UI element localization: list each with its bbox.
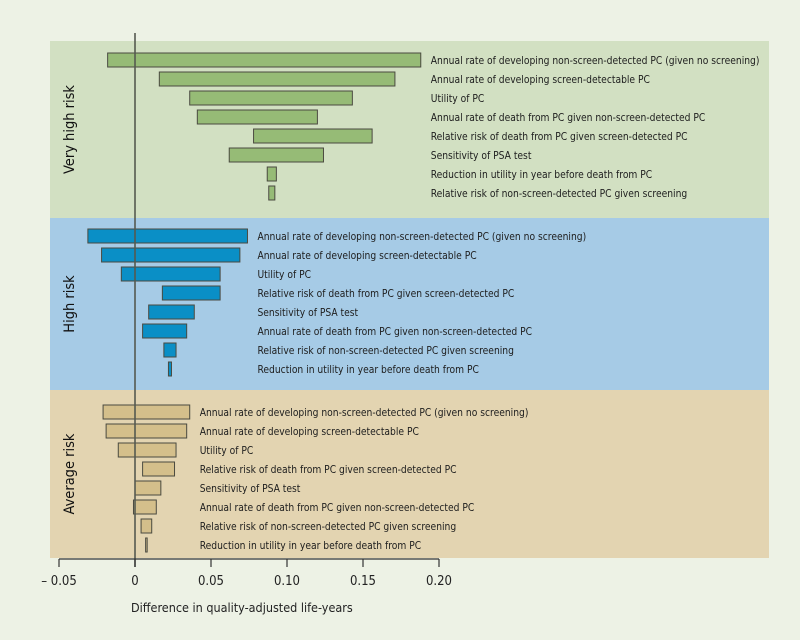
x-axis-title: Difference in quality-adjusted life-year…	[131, 600, 353, 615]
bar	[142, 323, 188, 339]
bar-labels: Annual rate of developing non-screen-det…	[200, 56, 760, 552]
bar-label: Relative risk of death from PC given scr…	[431, 132, 688, 143]
x-axis: – 0.05 0 0.05 0.10 0.15 0.20	[41, 558, 452, 589]
bar	[253, 128, 373, 144]
x-tick-label: – 0.05	[41, 574, 77, 589]
bar	[189, 90, 353, 106]
x-tick-label: 0.20	[426, 574, 452, 589]
bar	[87, 228, 248, 244]
bar	[163, 342, 177, 358]
bar	[161, 285, 221, 301]
bar	[132, 499, 157, 515]
bar-label: Utility of PC	[431, 94, 485, 105]
panel-title: High risk	[62, 275, 78, 333]
bar-label: Annual rate of developing screen-detecta…	[200, 427, 419, 438]
bar	[158, 71, 396, 87]
bar	[101, 247, 241, 263]
bar-label: Reduction in utility in year before deat…	[257, 365, 478, 376]
bar-label: Reduction in utility in year before deat…	[200, 541, 421, 552]
bar	[107, 52, 422, 68]
bar	[148, 304, 195, 320]
bar	[134, 480, 162, 496]
bar-label: Sensitivity of PSA test	[200, 484, 301, 495]
bar-label: Annual rate of death from PC given non-s…	[257, 327, 532, 338]
x-tick-label: 0.10	[274, 574, 300, 589]
panel-background	[50, 41, 769, 218]
bar	[105, 423, 188, 439]
bar	[120, 266, 221, 282]
bar-label: Relative risk of death from PC given scr…	[257, 289, 514, 300]
bar-label: Annual rate of developing screen-detecta…	[431, 75, 650, 86]
bar-label: Annual rate of death from PC given non-s…	[431, 113, 706, 124]
bar	[228, 147, 324, 163]
bar	[167, 361, 172, 377]
bar	[266, 166, 277, 182]
bar	[102, 404, 191, 420]
bar-label: Annual rate of developing non-screen-det…	[431, 56, 760, 67]
x-tick-label: 0.15	[350, 574, 376, 589]
panel-title: Very high risk	[62, 85, 78, 174]
x-tick-label: 0	[131, 574, 138, 589]
x-tick-label: 0.05	[198, 574, 224, 589]
bar-label: Utility of PC	[200, 446, 254, 457]
bar-label: Annual rate of developing screen-detecta…	[257, 251, 476, 262]
bar-label: Relative risk of non-screen-detected PC …	[431, 189, 687, 200]
bar-label: Annual rate of developing non-screen-det…	[200, 408, 529, 419]
bar-label: Relative risk of death from PC given scr…	[200, 465, 457, 476]
bar	[145, 537, 148, 553]
panel-title: Average risk	[62, 433, 78, 514]
bar-label: Annual rate of developing non-screen-det…	[257, 232, 586, 243]
bar-label: Relative risk of non-screen-detected PC …	[200, 522, 456, 533]
bar-label: Annual rate of death from PC given non-s…	[200, 503, 475, 514]
bar-label: Reduction in utility in year before deat…	[431, 170, 652, 181]
bar	[117, 442, 177, 458]
bar	[196, 109, 318, 125]
bars	[87, 52, 422, 553]
bar-label: Sensitivity of PSA test	[257, 308, 358, 319]
bar-label: Utility of PC	[257, 270, 311, 281]
bar-label: Relative risk of non-screen-detected PC …	[257, 346, 513, 357]
bar	[140, 518, 153, 534]
panel-background	[50, 218, 769, 390]
bar	[142, 461, 176, 477]
bar	[268, 185, 276, 201]
bar-label: Sensitivity of PSA test	[431, 151, 532, 162]
